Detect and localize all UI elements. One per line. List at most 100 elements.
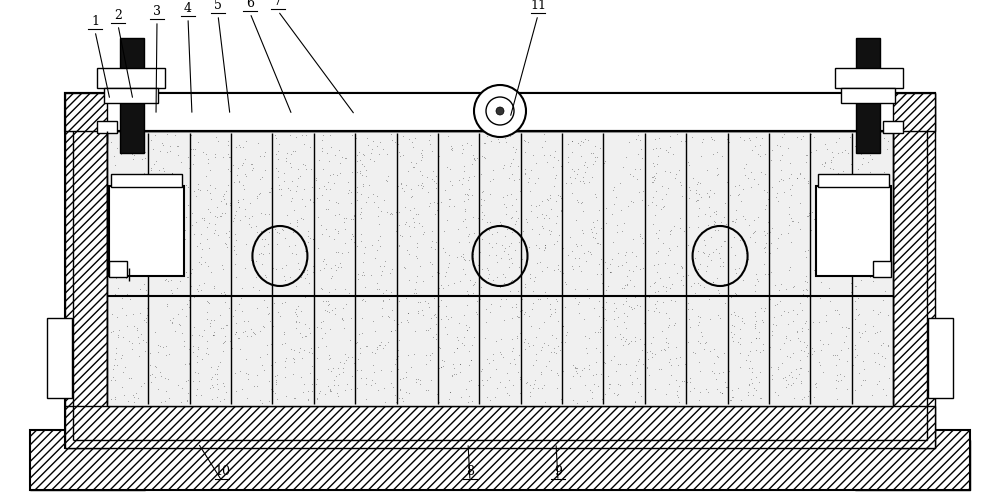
Point <box>797 319 813 327</box>
Point <box>847 282 863 290</box>
Point <box>297 333 313 341</box>
Point <box>579 397 595 405</box>
Point <box>110 333 126 341</box>
Point <box>140 366 156 374</box>
Point <box>202 322 218 330</box>
Point <box>543 205 559 213</box>
Point <box>830 149 846 157</box>
Point <box>476 196 492 204</box>
Point <box>724 217 740 225</box>
Point <box>409 254 425 262</box>
Point <box>287 147 303 155</box>
Point <box>106 361 122 369</box>
Point <box>628 135 644 143</box>
Point <box>518 215 534 223</box>
Point <box>226 246 242 254</box>
Point <box>480 266 496 274</box>
Point <box>480 274 496 282</box>
Point <box>592 326 608 334</box>
Point <box>481 250 497 259</box>
Point <box>682 323 698 331</box>
Point <box>104 310 120 318</box>
Point <box>534 197 550 205</box>
Point <box>428 320 444 328</box>
Point <box>794 324 810 332</box>
Point <box>309 323 325 331</box>
Point <box>185 377 201 385</box>
Point <box>349 384 365 392</box>
Point <box>783 214 799 222</box>
Point <box>290 165 306 173</box>
Point <box>606 315 622 323</box>
Point <box>366 157 382 165</box>
Point <box>254 173 270 181</box>
Point <box>712 315 728 323</box>
Point <box>730 384 746 392</box>
Point <box>326 291 342 299</box>
Point <box>569 399 585 407</box>
Point <box>363 149 379 157</box>
Point <box>164 194 180 202</box>
Point <box>213 324 229 332</box>
Point <box>493 254 509 262</box>
Point <box>311 156 327 164</box>
Point <box>353 204 369 212</box>
Point <box>732 293 748 301</box>
Point <box>876 260 892 268</box>
Point <box>440 132 456 140</box>
Point <box>203 363 219 371</box>
Point <box>428 330 444 338</box>
Point <box>119 290 135 298</box>
Point <box>223 321 239 329</box>
Point <box>738 160 754 168</box>
Point <box>874 203 890 211</box>
Point <box>145 250 161 258</box>
Point <box>845 361 861 369</box>
Point <box>315 165 331 173</box>
Point <box>706 219 722 227</box>
Point <box>476 211 492 219</box>
Point <box>588 344 604 352</box>
Point <box>736 319 752 327</box>
Point <box>337 350 353 358</box>
Point <box>655 298 671 306</box>
Point <box>261 248 277 257</box>
Point <box>832 252 848 260</box>
Point <box>337 286 353 294</box>
Point <box>108 274 124 282</box>
Point <box>326 179 342 187</box>
Point <box>737 215 753 223</box>
Point <box>840 344 856 352</box>
Point <box>697 241 713 249</box>
Point <box>752 152 768 160</box>
Point <box>861 130 877 138</box>
Point <box>525 287 541 295</box>
Point <box>135 336 151 344</box>
Point <box>721 367 737 375</box>
Point <box>403 193 419 201</box>
Point <box>792 299 808 307</box>
Point <box>844 296 860 304</box>
Point <box>780 308 796 316</box>
Point <box>482 218 498 226</box>
Point <box>364 145 380 153</box>
Point <box>131 352 147 360</box>
Point <box>859 180 875 188</box>
Point <box>595 156 611 164</box>
Point <box>328 266 344 274</box>
Point <box>786 283 802 291</box>
Point <box>553 162 569 170</box>
Point <box>681 161 697 169</box>
Point <box>507 276 523 284</box>
Point <box>174 384 190 392</box>
Point <box>461 347 477 355</box>
Point <box>107 160 123 168</box>
Point <box>756 244 772 253</box>
Point <box>467 278 483 286</box>
Point <box>421 202 437 210</box>
Point <box>227 230 243 238</box>
Point <box>397 264 413 272</box>
Point <box>362 155 378 163</box>
Point <box>550 265 566 273</box>
Point <box>698 267 714 275</box>
